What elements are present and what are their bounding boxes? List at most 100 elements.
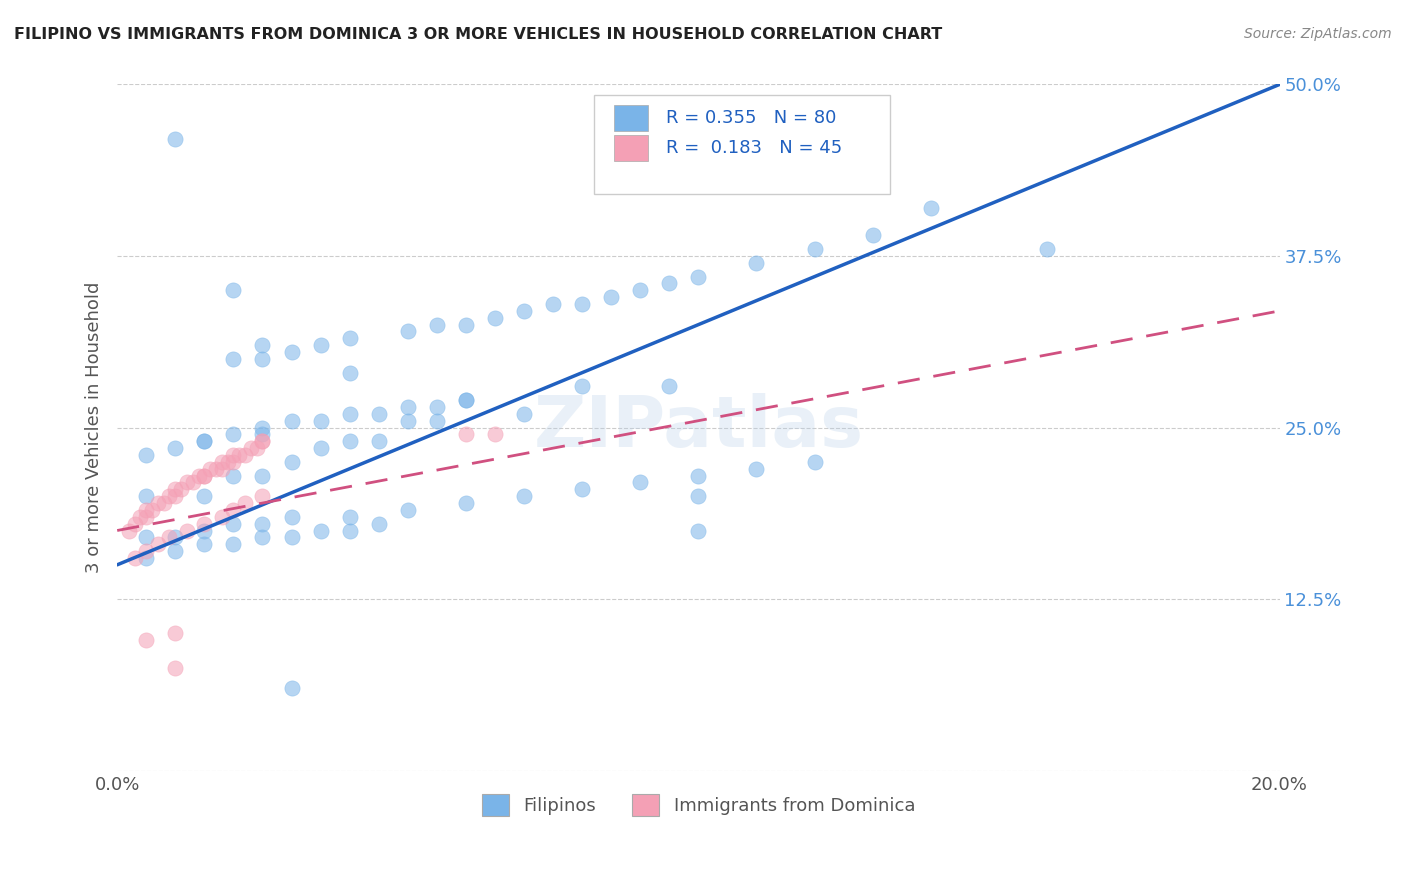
Point — [339, 366, 361, 380]
Point — [484, 310, 506, 325]
Point — [165, 661, 187, 675]
Point — [396, 503, 419, 517]
Point — [688, 524, 710, 538]
Point — [339, 434, 361, 449]
Point — [187, 468, 209, 483]
Point — [367, 516, 389, 531]
Point — [165, 483, 187, 497]
Text: R = 0.355   N = 80: R = 0.355 N = 80 — [666, 109, 837, 127]
Point — [803, 242, 825, 256]
Point — [211, 509, 233, 524]
Point — [658, 379, 681, 393]
Point — [252, 434, 274, 449]
Point — [513, 304, 536, 318]
Point — [658, 277, 681, 291]
Point — [280, 414, 302, 428]
Point — [233, 496, 256, 510]
Point — [135, 509, 157, 524]
Point — [129, 509, 152, 524]
Point — [252, 434, 274, 449]
Point — [252, 516, 274, 531]
Point — [159, 489, 181, 503]
Point — [280, 530, 302, 544]
Point — [688, 269, 710, 284]
Point — [571, 379, 593, 393]
Point — [211, 455, 233, 469]
Point — [217, 455, 239, 469]
Point — [222, 427, 245, 442]
Point — [233, 448, 256, 462]
Point — [146, 537, 169, 551]
Point — [135, 544, 157, 558]
Point — [198, 461, 221, 475]
Point — [454, 393, 477, 408]
Text: R =  0.183   N = 45: R = 0.183 N = 45 — [666, 139, 842, 157]
FancyBboxPatch shape — [593, 95, 890, 194]
Point — [159, 530, 181, 544]
Point — [165, 626, 187, 640]
Point — [339, 509, 361, 524]
Point — [176, 524, 198, 538]
Y-axis label: 3 or more Vehicles in Household: 3 or more Vehicles in Household — [86, 282, 103, 574]
Point — [484, 427, 506, 442]
Point — [367, 434, 389, 449]
Point — [426, 414, 449, 428]
Point — [309, 441, 332, 455]
Point — [339, 524, 361, 538]
Point — [193, 489, 215, 503]
Point — [222, 455, 245, 469]
Point — [513, 489, 536, 503]
Point — [541, 297, 564, 311]
Point — [222, 283, 245, 297]
FancyBboxPatch shape — [613, 105, 648, 131]
Point — [280, 509, 302, 524]
Point — [688, 468, 710, 483]
Point — [862, 228, 884, 243]
Point — [152, 496, 174, 510]
Point — [252, 338, 274, 352]
Point — [628, 475, 651, 490]
Point — [193, 468, 215, 483]
Point — [222, 516, 245, 531]
Text: ZIPatlas: ZIPatlas — [533, 393, 863, 462]
Point — [339, 331, 361, 345]
Point — [193, 434, 215, 449]
Point — [193, 516, 215, 531]
FancyBboxPatch shape — [613, 136, 648, 161]
Point — [745, 461, 768, 475]
Point — [454, 393, 477, 408]
Point — [513, 407, 536, 421]
Point — [193, 537, 215, 551]
Text: FILIPINO VS IMMIGRANTS FROM DOMINICA 3 OR MORE VEHICLES IN HOUSEHOLD CORRELATION: FILIPINO VS IMMIGRANTS FROM DOMINICA 3 O… — [14, 27, 942, 42]
Point — [135, 530, 157, 544]
Point — [367, 407, 389, 421]
Point — [280, 345, 302, 359]
Point — [146, 496, 169, 510]
Point — [252, 420, 274, 434]
Point — [239, 441, 262, 455]
Point — [118, 524, 141, 538]
Point — [124, 516, 146, 531]
Point — [181, 475, 204, 490]
Point — [252, 351, 274, 366]
Point — [426, 318, 449, 332]
Point — [165, 544, 187, 558]
Point — [176, 475, 198, 490]
Point — [165, 489, 187, 503]
Point — [135, 448, 157, 462]
Point — [1036, 242, 1059, 256]
Point — [426, 400, 449, 414]
Point — [222, 503, 245, 517]
Point — [252, 468, 274, 483]
Point — [688, 489, 710, 503]
Point — [309, 414, 332, 428]
Point — [571, 297, 593, 311]
Point — [165, 132, 187, 146]
Point — [252, 427, 274, 442]
Point — [280, 455, 302, 469]
Point — [309, 338, 332, 352]
Point — [339, 407, 361, 421]
Point — [135, 551, 157, 566]
Point — [135, 503, 157, 517]
Point — [396, 414, 419, 428]
